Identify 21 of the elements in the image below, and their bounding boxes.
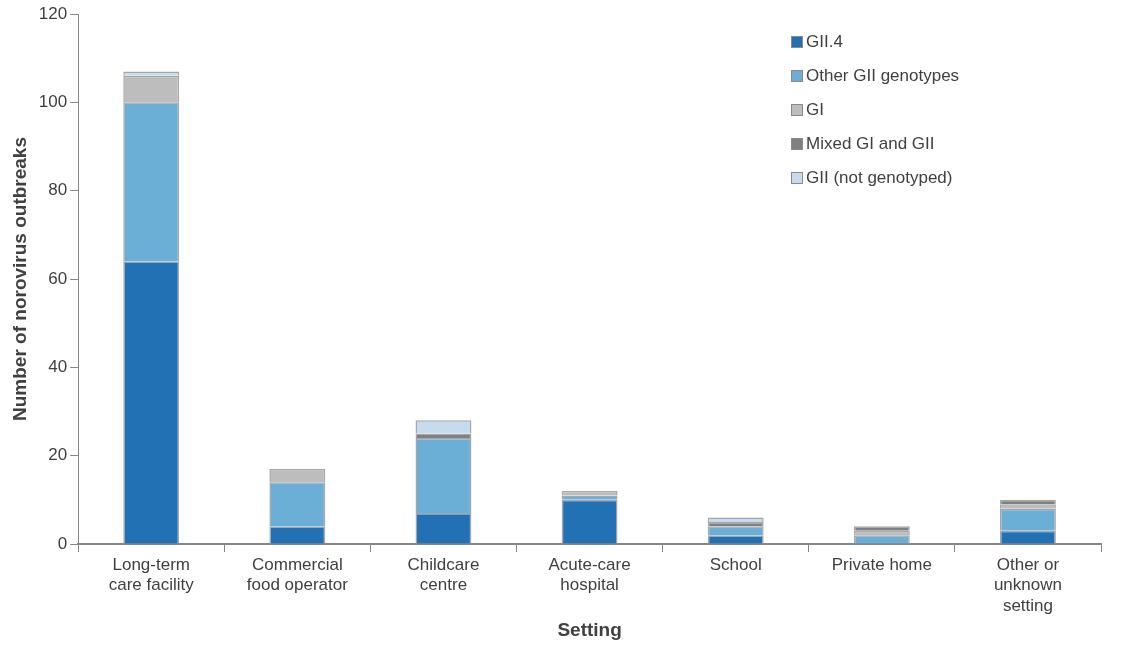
x-axis-title: Setting (557, 618, 622, 640)
y-tick-label: 100 (38, 92, 68, 112)
x-tick-label: Other or unknown setting (993, 554, 1062, 615)
x-tick-label: Private home (831, 554, 932, 574)
x-tick-label: Commercial food operator (246, 554, 349, 595)
y-tick-label: 20 (48, 445, 68, 465)
y-tick-label: 0 (57, 533, 68, 553)
y-tick-label: 120 (38, 3, 68, 23)
legend-label: GI (806, 100, 824, 120)
y-tick-label: 80 (48, 180, 68, 200)
x-tick-label: School (709, 554, 762, 574)
y-tick-label: 40 (48, 357, 68, 377)
x-tick-label: Acute-care hospital (548, 554, 631, 595)
y-tick-label: 60 (48, 268, 68, 288)
legend-label: GII (not genotyped) (806, 168, 953, 188)
x-tick-label: Childcare centre (407, 554, 480, 595)
legend-label: Other GII genotypes (806, 66, 960, 86)
legend-label: Mixed GI and GII (806, 134, 935, 154)
legend-label: GII.4 (806, 32, 843, 52)
y-axis-title: Number of norovirus outbreaks (8, 137, 30, 421)
x-tick-label: Long-term care facility (108, 554, 195, 595)
